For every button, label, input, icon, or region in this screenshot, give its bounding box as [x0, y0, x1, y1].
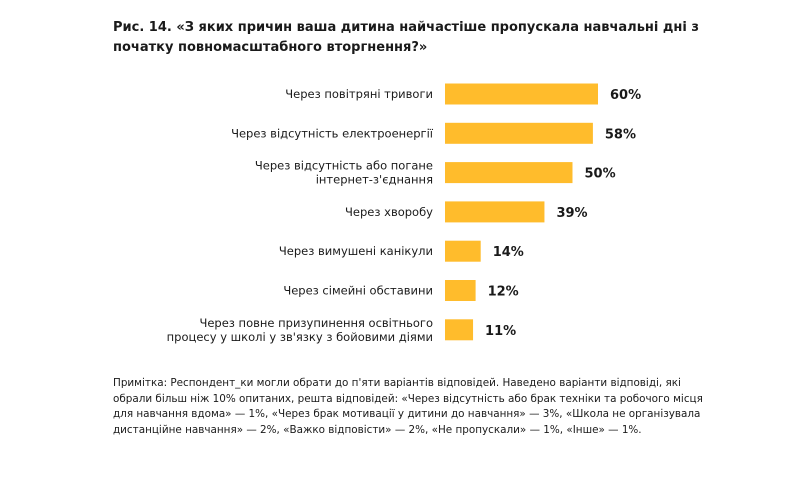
category-label-3: Через відсутність або погане інтернет-з'є…: [255, 159, 433, 187]
chart-title: Рис. 14. «З яких причин ваша дитина найч…: [113, 20, 699, 55]
bar-chart: Через повітряні тривоги 60% Через відсутні…: [167, 83, 641, 344]
category-label-6: Через сімейні обставини: [283, 284, 433, 298]
bar-1: [445, 83, 598, 105]
value-label-2: 58%: [605, 127, 636, 142]
bar-4: [445, 201, 545, 223]
category-label-4: Через хворобу: [345, 205, 433, 219]
bar-7: [445, 319, 474, 341]
value-label-6: 12%: [488, 285, 519, 300]
value-label-4: 39%: [556, 206, 587, 221]
bar-5: [445, 240, 481, 262]
category-label-7: Через повне призупинення освітнього проце…: [167, 316, 433, 344]
bar-3: [445, 162, 573, 184]
value-label-1: 60%: [610, 88, 641, 103]
bar-2: [445, 122, 593, 144]
value-label-5: 14%: [493, 245, 524, 260]
category-label-1: Через повітряні тривоги: [285, 87, 433, 101]
bar-6: [445, 280, 476, 301]
value-label-3: 50%: [585, 167, 616, 182]
footnote: Примітка: Респондент_ки могли обрати до …: [113, 377, 703, 436]
category-label-2: Через відсутність електроенергії: [231, 126, 434, 140]
value-label-7: 11%: [485, 324, 516, 339]
category-label-5: Через вимушені канікули: [279, 244, 433, 258]
